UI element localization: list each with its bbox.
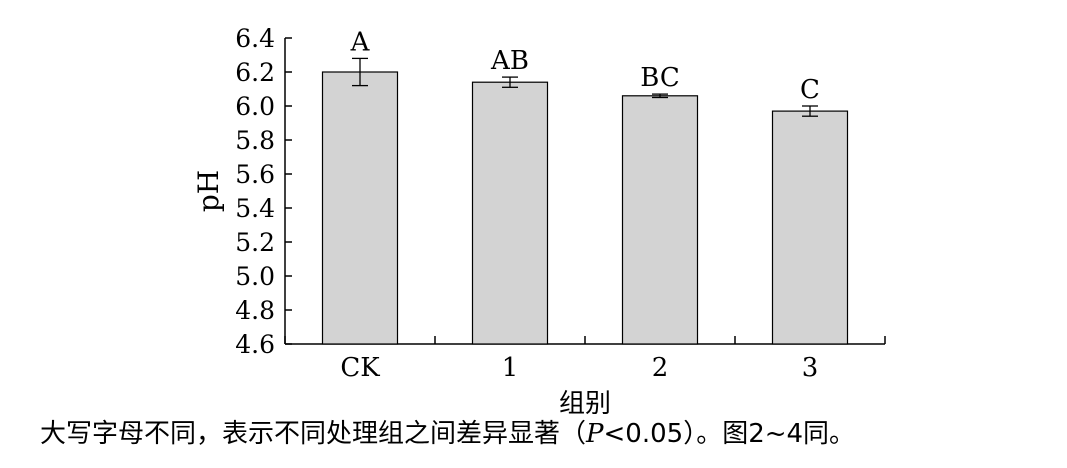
y-tick-label: 6.4 (235, 24, 275, 53)
bars-group (321, 71, 849, 345)
bar-1 (471, 81, 549, 345)
bar-2 (621, 95, 699, 345)
x-tick-label: 1 (502, 353, 519, 383)
error-bars-group (352, 57, 818, 117)
significance-label: AB (490, 46, 529, 76)
y-tick-label: 6.0 (235, 92, 275, 121)
y-tick-label: 5.8 (235, 126, 275, 155)
y-tick-label: 6.2 (235, 58, 275, 87)
y-tick-label: 5.2 (235, 228, 275, 257)
footnote-text-end: <0.05）。图2~4同。 (603, 419, 856, 449)
y-tick-label: 4.8 (235, 296, 275, 325)
significance-label: BC (640, 63, 679, 93)
y-tick-label: 4.6 (235, 330, 275, 359)
footnote-text-start: 大写字母不同，表示不同处理组之间差异显著（ (40, 419, 587, 449)
bar-3 (771, 110, 849, 345)
bar-CK (321, 71, 399, 345)
significance-label: A (350, 27, 371, 57)
significance-label: C (800, 75, 820, 105)
y-tick-label: 5.6 (235, 160, 275, 189)
figure-footnote: 大写字母不同，表示不同处理组之间差异显著（P<0.05）。图2~4同。 (40, 412, 1060, 456)
y-tick-label: 5.4 (235, 194, 275, 223)
x-axis-label: 组别 (559, 389, 611, 419)
x-tick-label: 2 (652, 353, 669, 383)
significance-labels-group: A AB BC C (350, 27, 820, 105)
y-axis-label: pH (192, 170, 225, 212)
x-tick-label: CK (340, 353, 380, 383)
x-tick-label: 3 (802, 353, 819, 383)
footnote-p-symbol: P (586, 419, 604, 449)
y-axis: 4.6 4.8 5.0 5.2 5.4 5.6 5.8 6.0 6.2 6.4 (235, 24, 292, 359)
y-tick-label: 5.0 (235, 262, 275, 291)
